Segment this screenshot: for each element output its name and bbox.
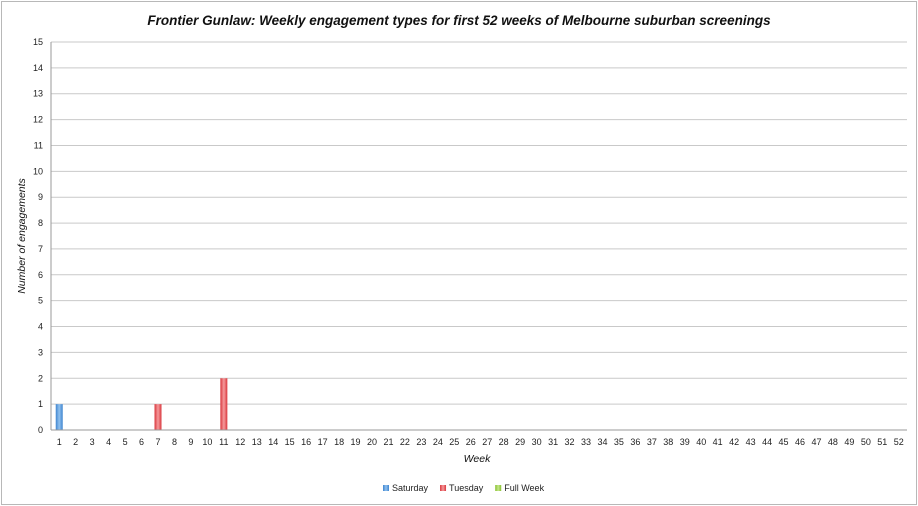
bar-tuesday <box>220 378 228 430</box>
x-tick-label: 36 <box>630 437 640 447</box>
x-tick-label: 23 <box>416 437 426 447</box>
y-tick-label: 3 <box>38 347 43 357</box>
y-tick-label: 5 <box>38 296 43 306</box>
legend-item: Tuesday <box>440 483 484 493</box>
x-tick-label: 51 <box>877 437 887 447</box>
x-tick-label: 37 <box>647 437 657 447</box>
x-tick-label: 38 <box>663 437 673 447</box>
x-tick-label: 33 <box>581 437 591 447</box>
x-tick-label: 26 <box>466 437 476 447</box>
y-tick-label: 2 <box>38 373 43 383</box>
legend-label: Tuesday <box>449 483 484 493</box>
legend-label: Full Week <box>504 483 544 493</box>
x-tick-label: 2 <box>73 437 78 447</box>
x-tick-label: 15 <box>285 437 295 447</box>
x-tick-label: 14 <box>268 437 278 447</box>
x-tick-label: 12 <box>235 437 245 447</box>
y-tick-label: 7 <box>38 244 43 254</box>
y-tick-label: 13 <box>33 89 43 99</box>
x-tick-label: 29 <box>515 437 525 447</box>
x-tick-label: 16 <box>301 437 311 447</box>
x-tick-label: 31 <box>548 437 558 447</box>
x-tick-label: 52 <box>894 437 904 447</box>
x-tick-label: 30 <box>532 437 542 447</box>
x-tick-label: 22 <box>400 437 410 447</box>
x-tick-label: 4 <box>106 437 111 447</box>
y-tick-label: 11 <box>34 140 43 150</box>
y-tick-label: 8 <box>38 218 43 228</box>
x-tick-label: 10 <box>202 437 212 447</box>
x-tick-label: 32 <box>565 437 575 447</box>
bar-tuesday <box>154 404 162 430</box>
x-tick-label: 48 <box>828 437 838 447</box>
x-tick-label: 18 <box>334 437 344 447</box>
y-tick-label: 15 <box>33 37 43 47</box>
x-tick-label: 44 <box>762 437 772 447</box>
x-tick-label: 45 <box>779 437 789 447</box>
x-axis-title: Week <box>464 453 491 465</box>
x-tick-label: 49 <box>844 437 854 447</box>
x-tick-label: 6 <box>139 437 144 447</box>
x-tick-label: 3 <box>90 437 95 447</box>
legend-swatch <box>383 485 389 491</box>
x-tick-label: 19 <box>351 437 361 447</box>
legend-item: Saturday <box>383 483 429 493</box>
x-tick-label: 11 <box>219 437 228 447</box>
legend-item: Full Week <box>495 483 545 493</box>
x-tick-label: 39 <box>680 437 690 447</box>
x-tick-label: 35 <box>614 437 624 447</box>
x-tick-label: 8 <box>172 437 177 447</box>
y-tick-label: 4 <box>38 322 43 332</box>
y-tick-label: 1 <box>38 399 43 409</box>
x-tick-label: 21 <box>383 437 393 447</box>
legend-swatch <box>495 485 502 491</box>
x-tick-label: 28 <box>499 437 509 447</box>
x-tick-label: 5 <box>123 437 128 447</box>
x-tick-label: 34 <box>597 437 607 447</box>
x-tick-label: 47 <box>811 437 821 447</box>
y-tick-label: 14 <box>33 63 43 73</box>
y-tick-label: 9 <box>38 192 43 202</box>
x-tick-label: 41 <box>713 437 723 447</box>
x-tick-label: 43 <box>746 437 756 447</box>
y-tick-label: 10 <box>33 166 43 176</box>
x-tick-label: 13 <box>252 437 262 447</box>
x-tick-label: 25 <box>449 437 459 447</box>
x-tick-label: 1 <box>57 437 62 447</box>
legend-label: Saturday <box>392 483 429 493</box>
bar-saturday <box>55 404 63 430</box>
y-tick-label: 12 <box>33 115 43 125</box>
y-axis-title: Number of engagements <box>16 177 28 293</box>
chart-title: Frontier Gunlaw: Weekly engagement types… <box>147 13 771 28</box>
x-tick-label: 42 <box>729 437 739 447</box>
y-tick-label: 6 <box>38 270 43 280</box>
y-tick-label: 0 <box>38 425 43 435</box>
x-tick-label: 50 <box>861 437 871 447</box>
x-tick-label: 7 <box>155 437 160 447</box>
x-tick-label: 9 <box>188 437 193 447</box>
x-tick-label: 24 <box>433 437 443 447</box>
x-tick-label: 20 <box>367 437 377 447</box>
x-tick-label: 46 <box>795 437 805 447</box>
legend-swatch <box>440 485 447 491</box>
x-tick-label: 17 <box>318 437 328 447</box>
x-tick-label: 27 <box>482 437 492 447</box>
x-tick-label: 40 <box>696 437 706 447</box>
